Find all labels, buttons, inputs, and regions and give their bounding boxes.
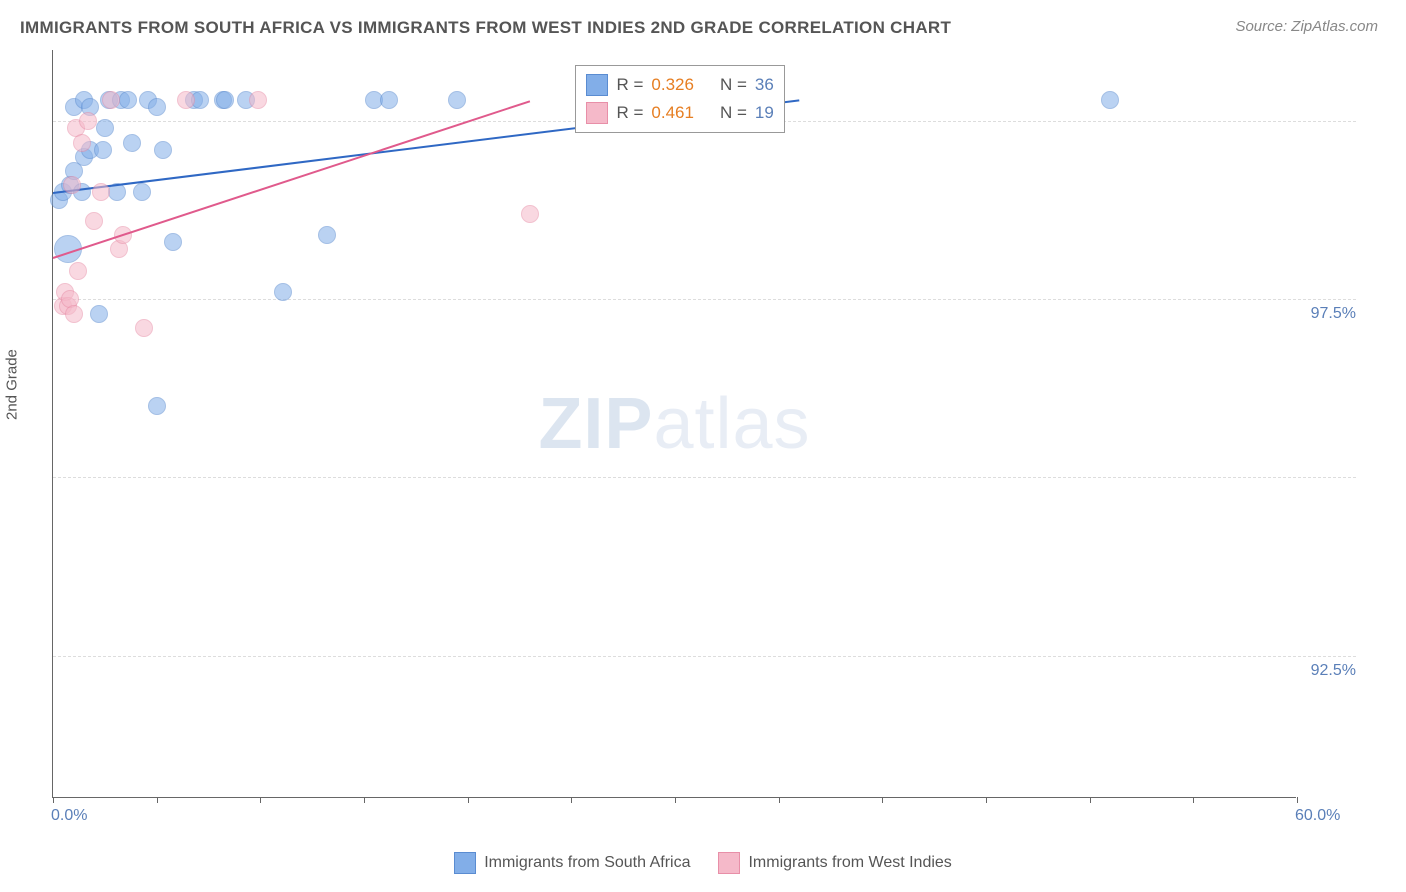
r-value: 0.326 [651,75,694,95]
plot-area: ZIPatlas 92.5%97.5%0.0%60.0%R =0.326N =3… [52,50,1296,798]
gridline [53,477,1356,478]
trend-line [53,100,530,259]
watermark: ZIPatlas [538,383,810,465]
data-point [92,183,110,201]
data-point [274,283,292,301]
data-point [94,141,112,159]
data-point [154,141,172,159]
y-axis-title: 2nd Grade [4,349,21,420]
data-point [148,397,166,415]
gridline [53,299,1356,300]
data-point [85,212,103,230]
data-point [380,91,398,109]
data-point [123,134,141,152]
data-point [63,176,81,194]
legend-label: Immigrants from West Indies [748,854,951,872]
data-point [133,183,151,201]
y-tick-label: 92.5% [1311,662,1356,680]
x-tick [882,797,883,803]
data-point [135,319,153,337]
swatch-icon [586,74,608,96]
legend: Immigrants from South Africa Immigrants … [0,852,1406,874]
data-point [79,112,97,130]
n-value: 36 [755,75,774,95]
r-label: R = [616,103,643,123]
x-tick [157,797,158,803]
data-point [318,226,336,244]
x-tick [779,797,780,803]
stats-box: R = 0.326 N = 36 R = 0.461 N = 19 [575,65,784,133]
data-point [216,91,234,109]
x-tick [1297,797,1298,803]
data-point [65,305,83,323]
data-point [69,262,87,280]
x-tick [571,797,572,803]
data-point [1101,91,1119,109]
r-value: 0.461 [651,103,694,123]
data-point [177,91,195,109]
gridline [53,656,1356,657]
x-tick [53,797,54,803]
data-point [73,134,91,152]
data-point [164,233,182,251]
data-point [119,91,137,109]
data-point [249,91,267,109]
legend-item-sa: Immigrants from South Africa [454,852,690,874]
source-label: Source: ZipAtlas.com [1235,18,1378,35]
chart-title: IMMIGRANTS FROM SOUTH AFRICA VS IMMIGRAN… [20,18,951,38]
x-tick [1193,797,1194,803]
data-point [90,305,108,323]
x-tick [675,797,676,803]
legend-swatch-icon [454,852,476,874]
data-point [96,119,114,137]
n-value: 19 [755,103,774,123]
data-point [521,205,539,223]
swatch-icon [586,102,608,124]
x-tick [260,797,261,803]
data-point [448,91,466,109]
x-tick [364,797,365,803]
x-tick [468,797,469,803]
n-label: N = [720,75,747,95]
x-tick-label: 60.0% [1295,807,1340,825]
stats-row: R = 0.461 N = 19 [586,99,773,127]
x-tick [1090,797,1091,803]
data-point [148,98,166,116]
legend-label: Immigrants from South Africa [484,854,690,872]
r-label: R = [616,75,643,95]
n-label: N = [720,103,747,123]
x-tick-label: 0.0% [51,807,87,825]
data-point [102,91,120,109]
legend-swatch-icon [718,852,740,874]
stats-row: R = 0.326 N = 36 [586,71,773,99]
x-tick [986,797,987,803]
legend-item-wi: Immigrants from West Indies [718,852,951,874]
y-tick-label: 97.5% [1311,305,1356,323]
